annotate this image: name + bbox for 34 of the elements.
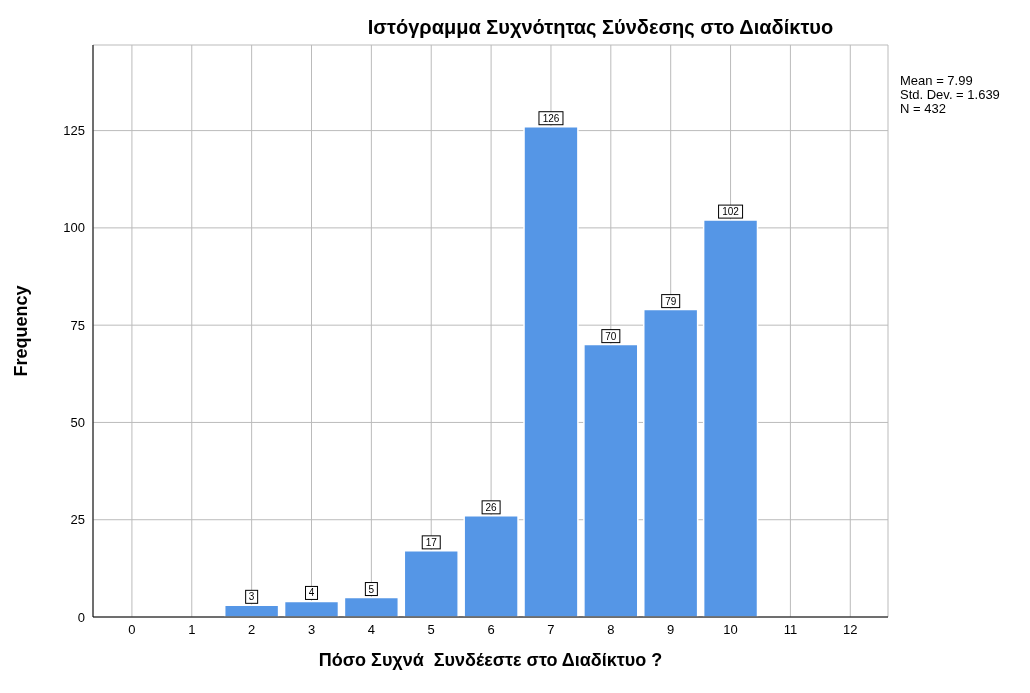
x-tick-label: 0 xyxy=(128,622,136,638)
x-tick-label: 6 xyxy=(487,622,495,638)
x-axis-title: Πόσο Συχνά Συνδέεστε στο Διαδίκτυο ? xyxy=(317,650,664,671)
data-label: 79 xyxy=(665,295,677,307)
data-label: 4 xyxy=(308,587,315,599)
text: N = 432 xyxy=(900,101,947,116)
y-tick-label: 125 xyxy=(63,123,85,139)
x-tick-label: 12 xyxy=(843,622,858,638)
chart-title: Ιστόγραμμα Συχνότητας Σύνδεσης στο Διαδίκτυο xyxy=(366,16,835,39)
y-axis-title: Frequency xyxy=(11,285,32,377)
data-label: 70 xyxy=(605,330,617,342)
y-tick-label: 50 xyxy=(70,415,85,431)
x-tick-label: 4 xyxy=(367,622,375,638)
y-tick-label: 0 xyxy=(77,609,85,625)
data-label: 26 xyxy=(485,501,498,513)
y-tick-label: 25 xyxy=(70,512,85,528)
y-tick-label: 100 xyxy=(63,220,85,236)
x-tick-label: 5 xyxy=(427,622,435,638)
data-label: 126 xyxy=(542,112,560,124)
x-tick-label: 9 xyxy=(667,622,675,638)
data-label: 3 xyxy=(248,591,255,603)
x-tick-label: 7 xyxy=(547,622,555,638)
text: Mean = 7.99 xyxy=(900,73,974,88)
x-tick-label: 11 xyxy=(783,622,798,638)
data-label: 102 xyxy=(722,206,740,218)
text: Std. Dev. = 1.639 xyxy=(900,87,1000,102)
x-tick-label: 8 xyxy=(607,622,615,638)
data-label: 5 xyxy=(368,583,375,595)
x-tick-label: 1 xyxy=(188,622,196,638)
x-tick-label: 10 xyxy=(723,622,738,638)
x-tick-label: 3 xyxy=(307,622,316,638)
x-tick-label: 2 xyxy=(248,622,256,638)
data-label: 17 xyxy=(425,536,438,548)
y-tick-label: 75 xyxy=(70,317,85,333)
